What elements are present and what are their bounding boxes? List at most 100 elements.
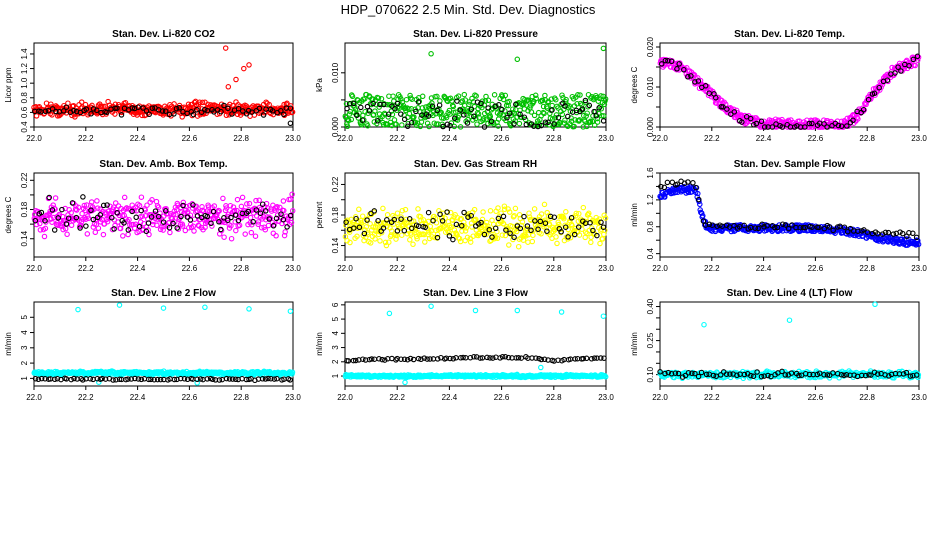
outlier-point <box>75 306 81 313</box>
x-tick-label: 22.2 <box>704 264 720 273</box>
data-point <box>289 109 296 115</box>
data-point <box>824 124 830 130</box>
x-tick-label: 22.8 <box>233 264 249 273</box>
data-point <box>585 104 591 110</box>
x-tick-label: 22.4 <box>756 393 772 402</box>
data-point <box>371 356 378 362</box>
data-point <box>512 205 519 212</box>
y-axis-label: ml/min <box>4 332 13 356</box>
data-point <box>401 116 408 123</box>
data-point <box>270 230 277 237</box>
data-point <box>425 113 432 119</box>
data-point <box>344 123 351 130</box>
data-point <box>457 124 464 130</box>
data-point <box>37 227 44 233</box>
data-point <box>506 242 512 248</box>
data-point <box>532 92 539 99</box>
y-tick-label: 0.25 <box>646 332 655 348</box>
y-tick-label: 3 <box>331 345 340 350</box>
x-tick-label: 23.0 <box>911 393 927 402</box>
data-point <box>426 123 432 130</box>
outlier-point <box>514 56 521 63</box>
data-point <box>42 225 49 232</box>
data-point <box>422 239 428 245</box>
data-point <box>692 79 698 85</box>
data-point <box>349 93 356 100</box>
data-point <box>580 124 586 130</box>
data-point <box>407 237 413 243</box>
y-axis-label: percent <box>315 201 324 228</box>
data-point <box>521 114 528 120</box>
data-point <box>152 208 159 214</box>
data-point <box>281 111 287 118</box>
data-point <box>518 355 525 361</box>
chart-title: Stan. Dev. Line 4 (LT) Flow <box>727 288 853 299</box>
data-point <box>542 92 548 99</box>
y-tick-label: 4 <box>331 331 340 336</box>
data-point <box>487 113 494 120</box>
x-tick-label: 22.0 <box>652 264 668 273</box>
data-point <box>662 57 669 64</box>
data-point <box>100 231 107 238</box>
data-point <box>64 231 70 238</box>
data-point <box>502 232 509 239</box>
data-point <box>855 116 861 122</box>
series-reference <box>344 353 607 364</box>
x-tick-label: 23.0 <box>598 393 614 402</box>
data-point <box>688 73 694 79</box>
data-point <box>410 241 416 248</box>
x-tick-label: 22.8 <box>859 264 875 273</box>
data-point <box>434 107 440 114</box>
data-point <box>528 109 535 115</box>
data-point <box>83 106 90 112</box>
data-point <box>535 123 541 130</box>
y-tick-label: 0.10 <box>646 366 655 382</box>
data-point <box>407 95 414 101</box>
outlier-point <box>160 305 167 311</box>
data-point <box>149 105 156 111</box>
data-point <box>588 239 594 246</box>
data-point <box>429 103 436 109</box>
data-point <box>242 231 248 237</box>
data-point <box>41 233 48 240</box>
chart-title: Stan. Dev. Line 2 Flow <box>111 288 216 299</box>
data-point <box>504 114 510 121</box>
data-point <box>491 92 498 98</box>
data-point <box>364 103 371 110</box>
data-point <box>589 118 596 125</box>
x-tick-label: 22.6 <box>808 134 824 143</box>
data-point <box>821 121 827 127</box>
data-point <box>485 105 491 111</box>
data-point <box>553 96 559 103</box>
series-primary <box>31 191 296 242</box>
data-point <box>394 210 401 216</box>
data-point <box>538 122 545 129</box>
x-tick-label: 22.0 <box>652 134 668 143</box>
data-point <box>525 239 531 245</box>
data-point <box>404 123 411 130</box>
x-tick-label: 22.6 <box>494 393 510 402</box>
y-tick-label: 0.020 <box>646 36 655 57</box>
data-point <box>418 119 425 125</box>
data-point <box>761 124 768 130</box>
y-tick-label: 1.2 <box>646 194 655 206</box>
data-point <box>114 105 120 111</box>
data-point <box>104 109 110 116</box>
x-tick-label: 22.0 <box>26 264 42 273</box>
chart-title: Stan. Dev. Li-820 CO2 <box>112 29 215 40</box>
data-point <box>233 227 239 234</box>
data-point <box>278 108 284 114</box>
data-point <box>100 103 106 110</box>
data-point <box>910 56 917 63</box>
plot-frame <box>344 42 607 128</box>
data-point <box>411 114 417 120</box>
y-axis-label: ml/min <box>315 332 324 356</box>
data-point <box>598 93 604 99</box>
y-tick-label: 0.000 <box>646 116 655 137</box>
data-point <box>586 102 593 109</box>
data-point <box>779 124 786 130</box>
data-point <box>549 116 556 122</box>
data-point <box>288 103 294 109</box>
x-tick-label: 22.6 <box>808 264 824 273</box>
data-point <box>506 98 512 105</box>
